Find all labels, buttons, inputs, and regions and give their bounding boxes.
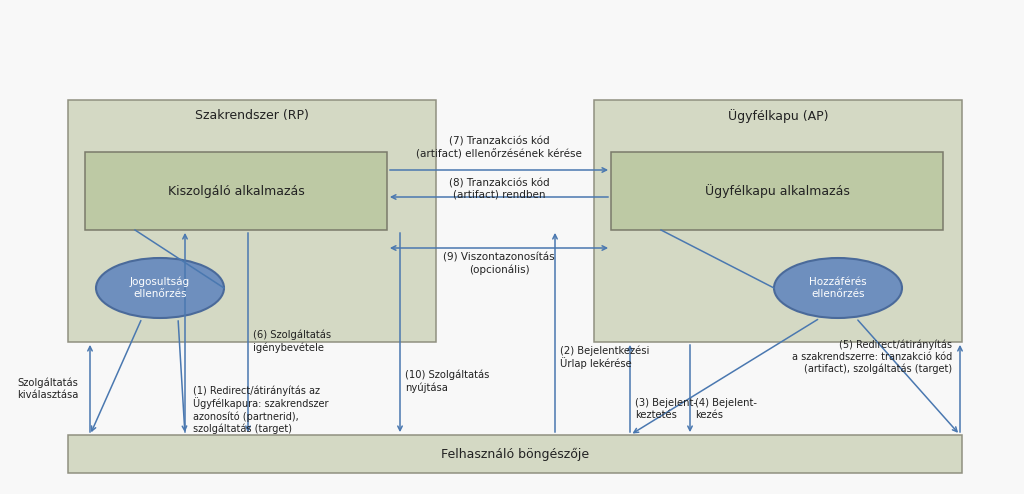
Bar <box>68 435 962 473</box>
Text: (5) Redirect/átirányítás
a szakrendszerre: tranzakció kód
(artifact), szolgáltat: (5) Redirect/átirányítás a szakrendszerr… <box>792 340 952 374</box>
Bar <box>68 100 436 342</box>
Text: (10) Szolgáltatás
nyújtása: (10) Szolgáltatás nyújtása <box>406 370 489 393</box>
Bar <box>85 152 387 230</box>
Text: Hozzáférés
ellenőrzés: Hozzáférés ellenőrzés <box>809 277 866 299</box>
Bar <box>611 152 943 230</box>
Text: Szakrendszer (RP): Szakrendszer (RP) <box>195 110 309 123</box>
Ellipse shape <box>96 258 224 318</box>
Text: (8) Tranzakciós kód
(artifact) rendben: (8) Tranzakciós kód (artifact) rendben <box>449 178 549 200</box>
Text: (1) Redirect/átirányítás az
Ügyfélkapura: szakrendszer
azonosító (partnerid),
sz: (1) Redirect/átirányítás az Ügyfélkapura… <box>193 385 329 434</box>
Text: Felhasználó böngészője: Felhasználó böngészője <box>441 448 589 460</box>
Text: Szolgáltatás
kiválasztása: Szolgáltatás kiválasztása <box>16 377 78 400</box>
Text: (2) Bejelentkezési
Ürlap lekérése: (2) Bejelentkezési Ürlap lekérése <box>560 345 649 370</box>
Text: (4) Bejelent-
kezés: (4) Bejelent- kezés <box>695 398 757 419</box>
Text: (6) Szolgáltatás
igénybevétele: (6) Szolgáltatás igénybevétele <box>253 330 331 353</box>
Text: (7) Tranzakciós kód
(artifact) ellenőrzésének kérése: (7) Tranzakciós kód (artifact) ellenőrzé… <box>416 137 582 159</box>
Text: (3) Bejelent-
keztetés: (3) Bejelent- keztetés <box>635 398 697 419</box>
Text: Ügyfélkapu alkalmazás: Ügyfélkapu alkalmazás <box>705 184 850 198</box>
Text: Jogosultság
ellenőrzés: Jogosultság ellenőrzés <box>130 277 190 299</box>
Text: (9) Viszontazonosítás
(opcionális): (9) Viszontazonosítás (opcionális) <box>443 253 555 275</box>
Text: Ügyfélkapu (AP): Ügyfélkapu (AP) <box>728 109 828 123</box>
Text: Kiszolgáló alkalmazás: Kiszolgáló alkalmazás <box>168 184 304 198</box>
Ellipse shape <box>774 258 902 318</box>
Bar <box>594 100 962 342</box>
